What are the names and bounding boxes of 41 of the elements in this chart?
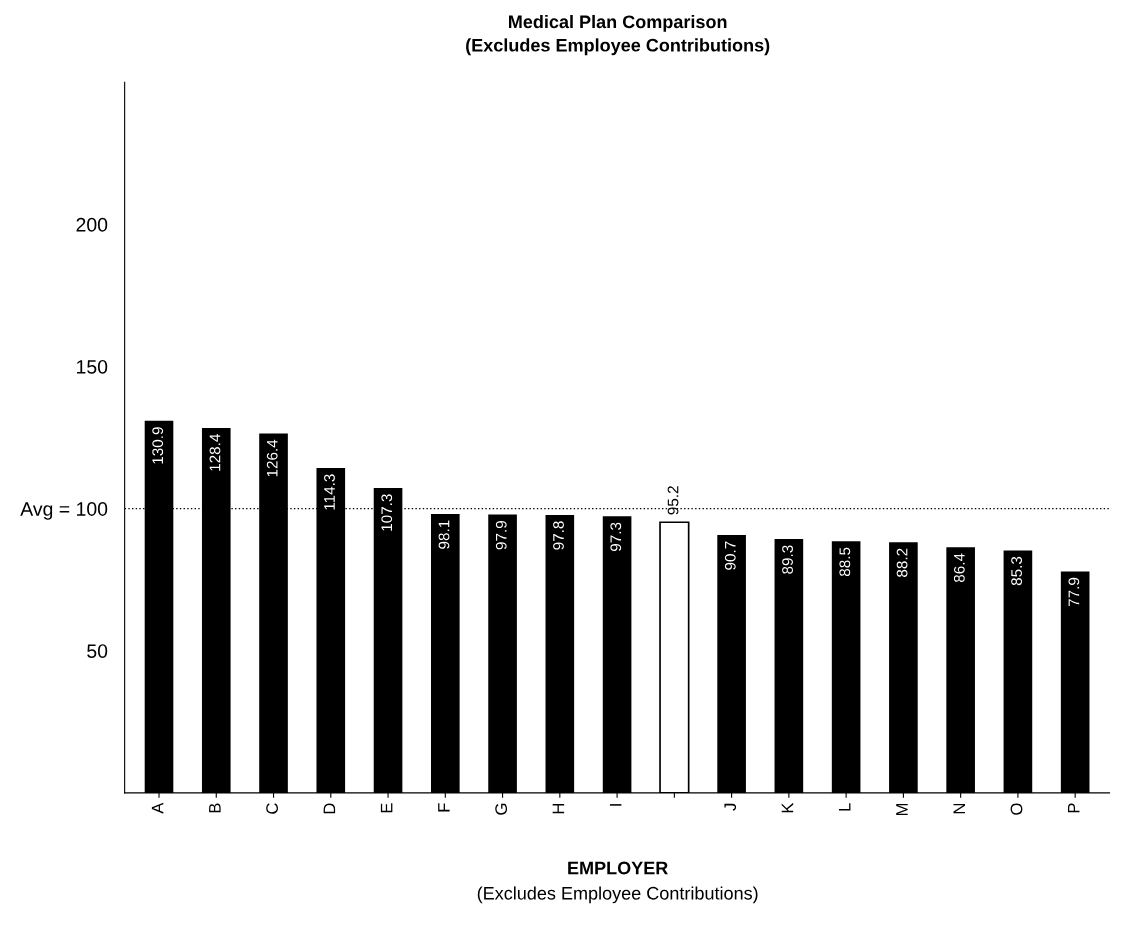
x-tick-label: B — [209, 803, 221, 813]
x-tick-label: F — [438, 803, 450, 812]
data-label: 88.5 — [839, 547, 851, 577]
data-label: 114.3 — [324, 474, 335, 510]
data-label: 130.9 — [152, 427, 164, 464]
x-tick-label: C — [266, 803, 278, 814]
x-tick-label: K — [781, 802, 794, 813]
text: (Excludes Employee Contributions) — [477, 886, 758, 904]
x-tick-label: N — [953, 803, 965, 814]
data-label: 85.3 — [1011, 556, 1023, 586]
x-axis-title: EMPLOYER — [568, 861, 668, 875]
x-tick-label: M — [896, 803, 908, 816]
chart-title: Medical Plan Comparison — [509, 14, 727, 32]
x-tick-label: P — [1068, 803, 1080, 813]
x-tick-label: L — [838, 803, 851, 811]
x-tick-label: I — [609, 804, 622, 806]
x-tick-label: A — [151, 802, 164, 814]
chart-subtitle: (Excludes Employee Contributions) — [466, 38, 770, 56]
data-label: 88.2 — [896, 548, 908, 577]
x-tick-label: O — [1010, 803, 1023, 815]
x-tick-label: J — [724, 803, 737, 811]
x-tick-label: H — [552, 803, 565, 814]
x-tick-label: G — [495, 803, 508, 815]
data-label: 97.9 — [495, 521, 507, 550]
data-label: 97.8 — [553, 521, 564, 550]
data-label: 86.4 — [953, 553, 965, 583]
x-tick-label: D — [323, 803, 336, 814]
x-tick-label: E — [380, 803, 393, 813]
y-tick-label: 200 — [76, 217, 108, 232]
y-tick-label: Avg = 100 — [20, 502, 108, 520]
data-label: 97.3 — [610, 522, 622, 552]
data-label: 126.4 — [266, 439, 278, 477]
data-label: 89.3 — [782, 545, 793, 574]
data-label: 107.3 — [381, 494, 393, 531]
data-label: 128.4 — [209, 434, 221, 471]
data-label: 95.2 — [667, 486, 679, 515]
data-label: 98.1 — [438, 520, 450, 549]
y-tick-label: 50 — [87, 644, 108, 658]
y-tick-label: 150 — [77, 359, 108, 374]
data-label: 90.7 — [724, 541, 736, 570]
data-label: 77.9 — [1068, 577, 1080, 607]
